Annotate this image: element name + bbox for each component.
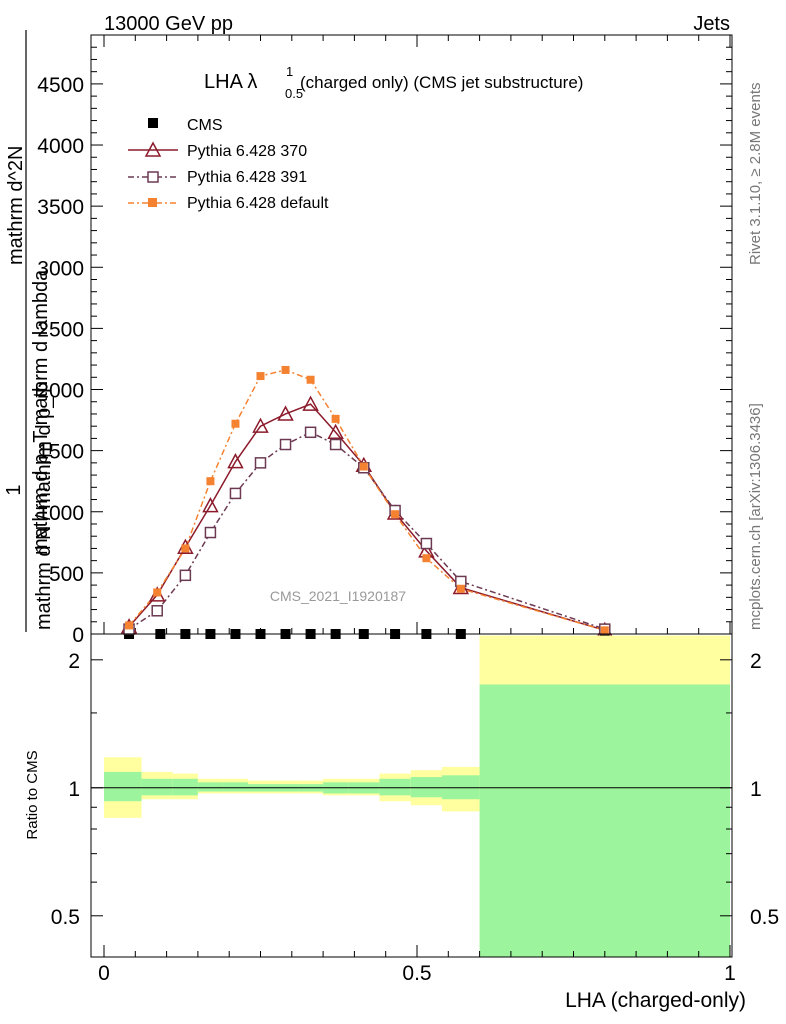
xlabel: LHA (charged-only) — [565, 989, 746, 1012]
xtick-label: 0 — [98, 962, 110, 985]
p391-point — [304, 426, 317, 439]
ratio-ytick-label: 2 — [68, 650, 80, 673]
p370-point — [277, 405, 294, 421]
legend-370-marker — [144, 141, 162, 157]
rivet-label: Rivet 3.1.10, ≥ 2.8M events — [747, 83, 764, 266]
ratio-band-green — [410, 777, 443, 798]
p391-point — [329, 438, 342, 451]
p391-point — [254, 457, 267, 469]
title-sup: 1 — [286, 64, 293, 79]
pdefault-point — [181, 544, 190, 553]
pdefault-point — [206, 477, 215, 486]
title-main: LHA λ — [204, 71, 257, 93]
ratio-ytick-label-right: 1 — [750, 778, 762, 801]
ratio-band-green — [172, 778, 198, 796]
pdefault-point — [256, 372, 265, 381]
p391-point — [179, 569, 192, 582]
ratio-band-green — [442, 775, 480, 800]
pdefault-point — [391, 510, 400, 519]
pdefault-point — [231, 419, 240, 428]
p391-point — [229, 487, 242, 500]
legend-370-label: Pythia 6.428 370 — [187, 143, 307, 160]
p370-point — [227, 453, 244, 469]
legend-default-label: Pythia 6.428 default — [187, 195, 329, 212]
p370-point — [252, 417, 269, 433]
pdefault-point — [359, 462, 368, 471]
p370-point — [202, 497, 219, 513]
pdefault-point — [125, 621, 134, 630]
p391-point — [279, 438, 292, 451]
header-energy: 13000 GeV pp — [104, 13, 233, 35]
ratio-band-green — [197, 782, 223, 792]
pdefault-point — [281, 365, 290, 374]
main-ytick-label: 2000 — [37, 380, 84, 403]
main-ytick-label: 4000 — [37, 135, 84, 158]
pdefault-point — [422, 554, 431, 563]
ratio-ytick-label-right: 0.5 — [750, 906, 779, 929]
pdefault-point — [331, 414, 340, 423]
p370-point — [327, 423, 344, 440]
plot-title: LHA λ 1 0.5 (charged only) (CMS jet subs… — [204, 64, 583, 101]
ratio-ytick-label: 0.5 — [51, 906, 80, 929]
mcplots-label: mcplots.cern.ch [arXiv:1306.3436] — [747, 403, 764, 630]
ylabel-prefactor: 1 — [3, 484, 25, 495]
xtick-label: 1 — [724, 962, 736, 985]
main-ytick-label: 0 — [72, 624, 84, 647]
series-line-pdef — [128, 369, 606, 632]
legend-391-marker — [147, 171, 159, 183]
p391-point — [420, 537, 433, 550]
ratio-band-green — [379, 778, 411, 796]
legend-cms-marker — [148, 118, 158, 128]
main-ytick-label: 1000 — [37, 502, 84, 525]
legend: CMS Pythia 6.428 370 Pythia 6.428 391 Py… — [128, 117, 329, 212]
pdefault-point — [153, 588, 162, 597]
pdefault-point — [600, 626, 609, 635]
main-ytick-label: 500 — [49, 563, 84, 586]
main-ylabel: 1 mathrm d N / mathrm d p_T mathrm d^2N … — [3, 30, 55, 632]
watermark: CMS_2021_I1920187 — [270, 588, 406, 604]
title-sub: 0.5 — [285, 86, 303, 101]
ratio-band-green — [479, 684, 730, 957]
legend-391-label: Pythia 6.428 391 — [187, 169, 307, 186]
ratio-panel: 0.5 0.5 1 1 2 2 0 0.5 1 — [51, 633, 779, 985]
main-ytick-label: 3500 — [37, 196, 84, 219]
main-ytick-label: 1500 — [37, 441, 84, 464]
main-ytick-label: 3000 — [37, 257, 84, 280]
header-jets: Jets — [693, 13, 730, 35]
ylabel-denominator: mathrm d N / mathrm d p_T — [33, 384, 55, 630]
ylabel-numerator-2: mathrm d p_T mathrm d lambda — [30, 269, 52, 555]
series-line-p391 — [128, 431, 606, 630]
ratio-band-green — [222, 782, 248, 792]
ratio-band-green — [104, 771, 142, 802]
ratio-frame — [90, 633, 733, 958]
p391-point — [204, 526, 217, 539]
title-rest: (charged only) (CMS jet substructure) — [300, 73, 583, 92]
ylabel-numerator-1: mathrm d^2N — [5, 146, 27, 265]
ratio-band-green — [141, 778, 173, 796]
legend-default-marker — [148, 198, 157, 207]
p370-point — [302, 395, 319, 411]
main-panel: 0 500 1000 1500 2000 2500 3000 3500 4000 4500 CMS… — [37, 34, 733, 647]
pdefault-point — [456, 584, 465, 593]
main-ytick-label: 4500 — [37, 74, 84, 97]
p391-point — [151, 605, 163, 617]
ratio-ylabel: Ratio to CMS — [24, 750, 41, 839]
legend-cms-label: CMS — [187, 117, 223, 134]
main-ytick-label: 2500 — [37, 318, 84, 341]
pdefault-point — [306, 375, 315, 384]
ratio-ytick-label: 1 — [68, 778, 80, 801]
ratio-ytick-label-right: 2 — [750, 650, 762, 673]
xtick-label: 0.5 — [402, 962, 431, 985]
